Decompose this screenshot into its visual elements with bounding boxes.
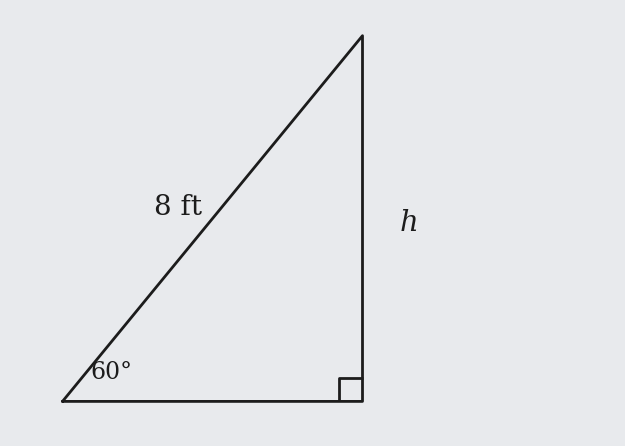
Text: h: h	[400, 209, 419, 237]
Text: 8 ft: 8 ft	[154, 194, 202, 221]
Text: 60°: 60°	[91, 360, 132, 384]
